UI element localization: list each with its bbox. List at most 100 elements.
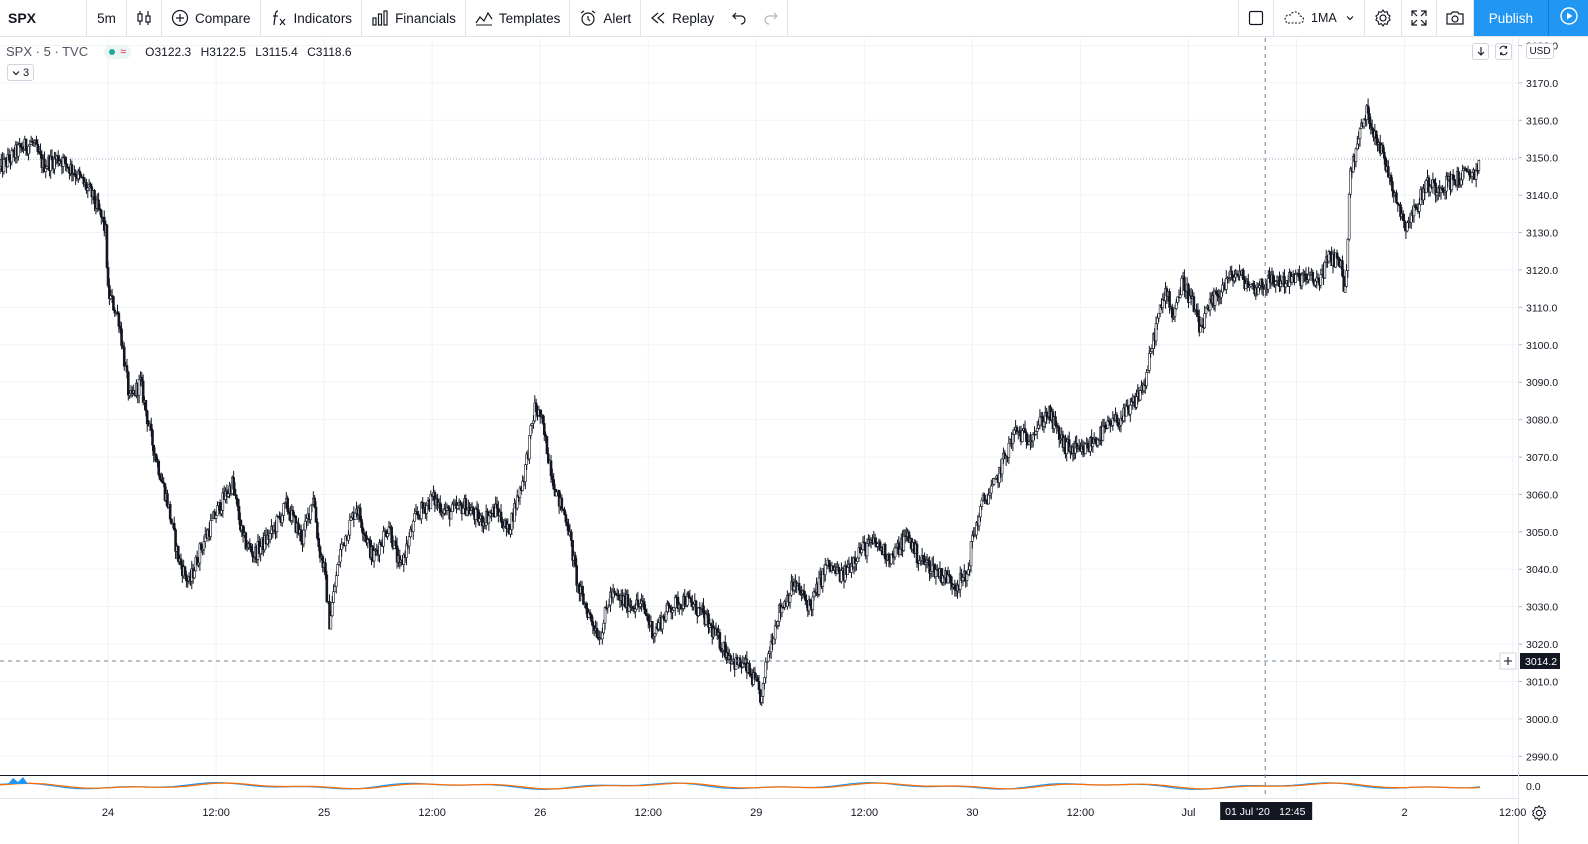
candle-body — [1034, 431, 1038, 435]
candle-body — [855, 561, 858, 564]
candle-body — [1403, 220, 1406, 229]
price-axis[interactable]: 2990.0 3000.0 3010.0 3020.0 3030.0 3040.0 3050… — [1518, 38, 1558, 844]
candle-body — [575, 565, 578, 586]
candle-body — [390, 526, 393, 544]
compare-button[interactable]: Compare — [162, 0, 261, 36]
snapshot-button[interactable] — [1437, 0, 1474, 36]
candle-body — [729, 655, 732, 665]
candle-body — [760, 696, 764, 703]
alert-button[interactable]: Alert — [570, 0, 642, 36]
candle-body — [846, 567, 850, 575]
candle-body — [1369, 123, 1373, 128]
redo-button[interactable] — [755, 0, 789, 36]
fullscreen-layout-button[interactable] — [1239, 0, 1275, 36]
templates-button[interactable]: Templates — [466, 0, 571, 36]
publish-options-button[interactable] — [1548, 0, 1588, 36]
candle-body — [99, 209, 103, 218]
candle-body — [1101, 426, 1105, 441]
candle-body — [1038, 416, 1042, 426]
candle-body — [968, 565, 971, 571]
candle-body — [992, 478, 996, 485]
price-tick-label: 3140.0 — [1526, 190, 1558, 202]
candle-body — [2, 159, 6, 173]
candle-body — [1138, 390, 1142, 401]
candle-body — [149, 423, 153, 431]
fullscreen-button[interactable] — [1402, 0, 1437, 36]
candle-body — [552, 479, 556, 490]
publish-button[interactable]: Publish — [1473, 0, 1548, 36]
layout-save-button[interactable]: 1MA — [1274, 0, 1365, 36]
candle-body — [564, 514, 568, 523]
candle-body — [218, 502, 222, 514]
candle-body — [168, 504, 172, 520]
candle-body — [1145, 371, 1148, 387]
symbol-search-button[interactable]: SPX — [0, 0, 87, 36]
auto-scale-button[interactable] — [1495, 43, 1512, 60]
legend-collapse-button[interactable]: 3 — [7, 64, 34, 81]
candle-body — [302, 529, 306, 545]
series-title[interactable]: SPX · 5 · TVC — [6, 44, 89, 59]
price-tick-label: 3070.0 — [1526, 452, 1558, 464]
candle-body — [1256, 287, 1260, 295]
replay-button[interactable]: Replay — [641, 0, 723, 36]
candle-body — [337, 561, 341, 565]
candle-body — [704, 613, 708, 625]
low-value: L3115.4 — [255, 44, 298, 59]
candle-body — [249, 546, 253, 552]
financials-button[interactable]: Financials — [362, 0, 466, 36]
candle-body — [353, 512, 357, 520]
candle-body — [1474, 170, 1478, 180]
candle-body — [642, 601, 646, 610]
candle-body — [1168, 291, 1171, 308]
candle-body — [1387, 166, 1390, 178]
candle-body — [756, 677, 759, 682]
candle-body — [291, 510, 295, 516]
ohlc-values: O3122.3 H3122.5 L3115.4 C3118.6 — [145, 45, 357, 59]
market-status-badge[interactable]: ≈ — [104, 44, 132, 59]
candle-body — [893, 546, 897, 558]
candle-body — [953, 584, 957, 591]
candle-body — [757, 681, 761, 691]
candle-body — [125, 365, 129, 373]
candle-body — [280, 515, 284, 523]
axis-settings-button[interactable] — [1530, 804, 1548, 827]
candle-body — [1311, 272, 1315, 282]
price-chart[interactable]: 0.0 2990.0 3000.0 3010.0 3020.0 3030.0 3040.0… — [0, 37, 1588, 844]
scroll-to-latest-button[interactable] — [1472, 43, 1489, 60]
candle-body — [117, 312, 121, 327]
plus-icon — [1504, 657, 1512, 665]
candle-body — [358, 507, 362, 520]
candle-body — [1370, 126, 1374, 130]
candle-body — [106, 267, 110, 286]
candle-body — [672, 607, 676, 611]
chart-style-button[interactable] — [127, 0, 162, 36]
currency-badge[interactable]: USD — [1526, 43, 1554, 59]
candle-body — [1109, 421, 1112, 426]
candle-body — [571, 540, 574, 561]
time-tick-label: 12:00 — [1067, 807, 1095, 819]
candle-body — [226, 493, 230, 497]
candle-body — [417, 514, 420, 517]
candle-body — [1150, 348, 1154, 352]
candle-body — [372, 550, 376, 562]
candle-body — [602, 622, 605, 634]
time-tick-label: 29 — [750, 807, 762, 819]
candle-body — [1434, 182, 1437, 196]
candle-body — [761, 683, 765, 697]
candle-body — [1021, 430, 1024, 442]
candle-body — [1180, 278, 1184, 296]
interval-button[interactable]: 5m — [87, 0, 127, 36]
candle-body — [118, 325, 122, 330]
candle-body — [551, 475, 554, 480]
undo-button[interactable] — [723, 0, 755, 36]
settings-button[interactable] — [1365, 0, 1402, 36]
candle-body — [569, 531, 573, 541]
candle-body — [299, 529, 303, 542]
indicators-button[interactable]: Indicators — [261, 0, 363, 36]
candle-body — [1221, 284, 1224, 293]
time-axis[interactable]: 24 12:00 25 12:00 26 12:00 29 12:00 30 12:00 Jul 12… — [0, 798, 1526, 820]
candle-body — [183, 566, 187, 576]
candle-body — [1432, 179, 1436, 184]
candle-body — [1260, 278, 1264, 287]
candle-body — [591, 621, 595, 627]
